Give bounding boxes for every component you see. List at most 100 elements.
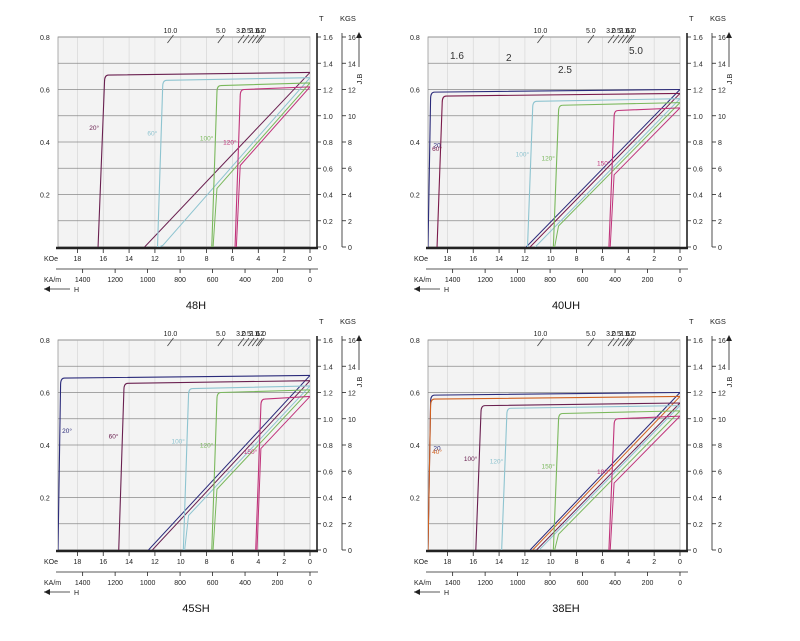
permeance-tick (251, 34, 259, 44)
curves (58, 374, 310, 550)
permeance-tick (257, 34, 265, 44)
b-curve-0 (525, 89, 680, 247)
jb-axis-label: J.B (355, 377, 364, 388)
koe-axis-tick-label: 16 (469, 256, 477, 263)
permeance-tick (607, 34, 615, 44)
permeance-label: 5.0 (586, 28, 596, 35)
kam-axis-tick-label: 600 (207, 277, 219, 284)
kam-unit-label: KA/m (414, 277, 431, 284)
t-axis-tick-label: 1.0 (323, 417, 333, 424)
kam-axis-tick-label: 200 (642, 580, 654, 587)
permeance-label: 10.0 (534, 28, 548, 35)
kgs-axis-tick-label: 12 (718, 88, 726, 95)
kgs-axis-tick-label: 4 (718, 496, 722, 503)
kam-axis-tick-label: 200 (642, 277, 654, 284)
t-axis-tick-label: 0.4 (323, 193, 333, 200)
kgs-unit-label: KGS (710, 317, 726, 326)
t-axis-tick-label: 1.6 (323, 35, 333, 42)
b-curve-1 (532, 396, 680, 550)
left-axis-tick-label: 0.4 (40, 140, 50, 147)
kgs-axis-tick-label: 2 (718, 219, 722, 226)
permeance-label: 2 (619, 331, 623, 338)
t-axis-tick-label: 1.0 (323, 114, 333, 121)
j-curve-2 (211, 82, 310, 247)
koe-axis-tick-label: 0 (308, 256, 312, 263)
j-curve-3 (234, 86, 310, 247)
jb-arrow-head (356, 32, 362, 38)
kgs-axis-tick-label: 14 (348, 364, 356, 371)
permeance-tick (621, 337, 629, 347)
j-curve-4 (608, 107, 680, 247)
kam-axis-tick-label: 600 (577, 277, 589, 284)
curves (97, 71, 310, 247)
left-axis-tick-label: 0.8 (410, 35, 420, 42)
curves (428, 391, 680, 550)
t-axis-tick-label: 1.0 (693, 417, 703, 424)
permeance-label: 1.6 (250, 331, 260, 338)
b-curve-3 (212, 389, 310, 550)
jb-arrow-head (726, 32, 732, 38)
permeance-tick (247, 34, 255, 44)
t-axis-tick-label: 0 (323, 245, 327, 252)
kgs-unit-label: KGS (710, 14, 726, 23)
kgs-axis-tick-label: 4 (718, 193, 722, 200)
kam-unit-label: KA/m (414, 580, 431, 587)
plot-annotation-3: 5.0 (629, 46, 643, 57)
permeance-tick (257, 337, 265, 347)
kam-axis-tick-label: 400 (239, 277, 251, 284)
kam-axis-tick-label: 0 (308, 277, 312, 284)
kgs-axis-tick-label: 8 (348, 140, 352, 147)
kam-axis-tick-label: 400 (239, 580, 251, 587)
t-axis-tick-label: 0.8 (323, 443, 333, 450)
koe-axis-tick-label: 6 (231, 256, 235, 263)
t-axis-tick-label: 0.6 (323, 469, 333, 476)
t-axis-tick-label: 0.2 (323, 219, 333, 226)
permeance-tick (537, 34, 544, 44)
permeance-tick (242, 34, 250, 44)
kgs-axis-tick-label: 10 (348, 114, 356, 121)
permeance-tick (255, 337, 263, 347)
chart-panel-45sh: 1.01.21.622.53.05.010.00.20.40.60.80 00.2… (40, 317, 364, 615)
kgs-axis-tick-label: 16 (718, 338, 726, 345)
left-axis-tick-label: 0.4 (40, 443, 50, 450)
j-curve-3 (211, 389, 310, 550)
kgs-axis-tick-label: 2 (718, 522, 722, 529)
series-label-5: 180° (597, 468, 611, 476)
b-curve-3 (538, 405, 680, 550)
b-curve-1 (529, 93, 680, 247)
permeance-tick (255, 34, 263, 44)
koe-axis-tick-label: 16 (99, 559, 107, 566)
permeance-tick (217, 337, 225, 347)
koe-axis-tick-label: 8 (205, 559, 209, 566)
kam-axis-tick-label: 800 (544, 277, 556, 284)
kam-axis-tick-label: 200 (272, 277, 284, 284)
series-label-1: 40° (432, 448, 442, 456)
permeance-tick (167, 34, 174, 44)
j-curve-2 (182, 385, 310, 550)
kam-axis-tick-label: 0 (678, 277, 682, 284)
j-curve-3 (552, 102, 680, 247)
j-curve-2 (526, 98, 680, 247)
permeance-label: 1.0 (626, 28, 636, 35)
kam-axis-tick-label: 0 (308, 580, 312, 587)
kgs-unit-label: KGS (340, 317, 356, 326)
kgs-axis-tick-label: 0 (718, 245, 722, 252)
koe-unit-label: KOe (414, 559, 428, 566)
left-axis-tick-label: 0.8 (410, 338, 420, 345)
koe-axis-tick-label: 8 (575, 559, 579, 566)
series-label-2: 100° (171, 438, 185, 446)
b-curve-2 (184, 385, 310, 550)
kam-unit-label: KA/m (44, 580, 61, 587)
h-label: H (74, 590, 79, 597)
permeance-label: 5.0 (216, 331, 226, 338)
permeance-label: 1.0 (256, 331, 266, 338)
left-axis-tick-label: 0.8 (40, 35, 50, 42)
koe-axis-tick-label: 14 (495, 559, 503, 566)
permeance-label: 1.2 (624, 331, 634, 338)
permeance-label: 1.0 (626, 331, 636, 338)
left-axis-tick-label: 0.4 (410, 140, 420, 147)
series-label-1: 60° (109, 432, 119, 440)
kam-axis-tick-label: 1400 (75, 277, 91, 284)
b-curve-2 (534, 98, 680, 247)
